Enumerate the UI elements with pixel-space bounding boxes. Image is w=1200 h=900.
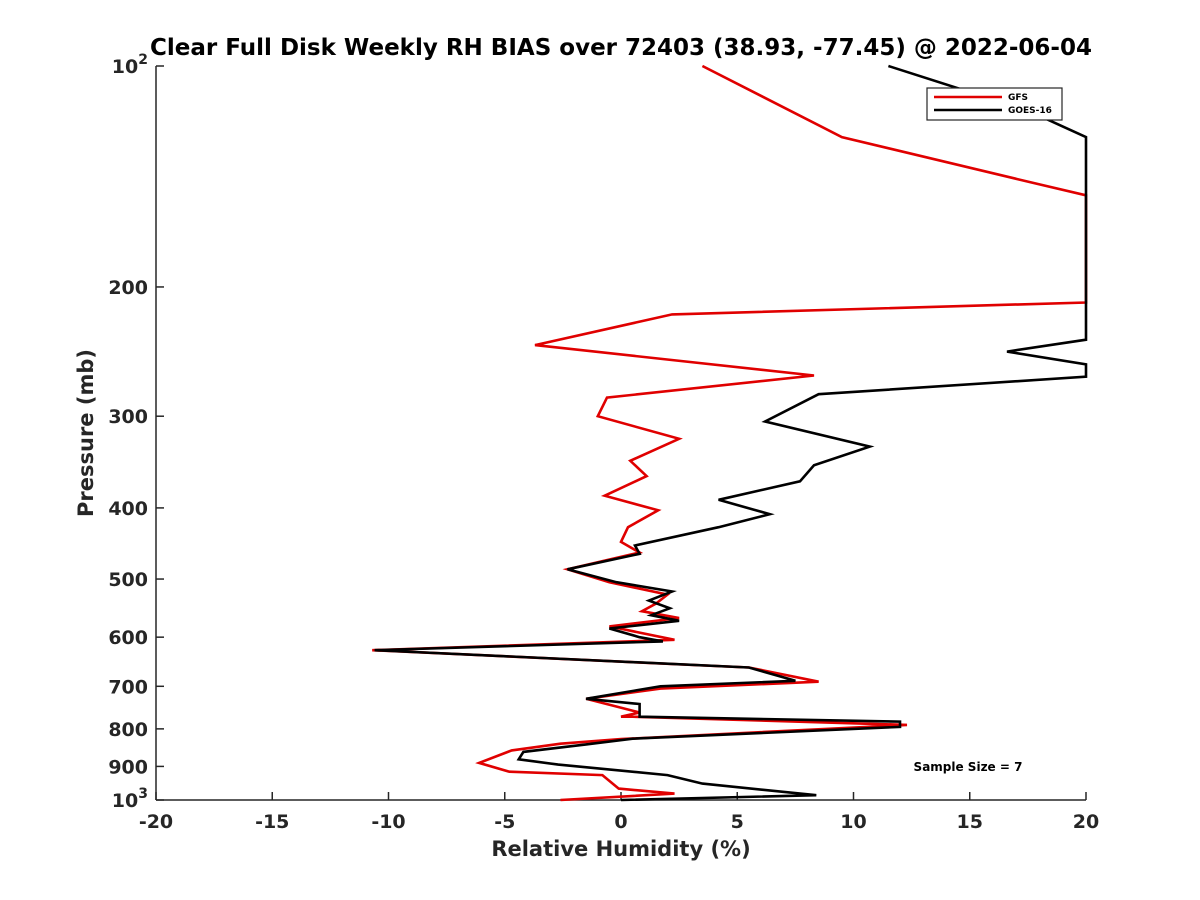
y-tick-label: 400: [108, 498, 148, 520]
x-tick-label: -5: [494, 811, 515, 833]
legend: GFS GOES-16: [926, 87, 1063, 121]
x-tick-label: 0: [614, 811, 627, 833]
x-ticks: -20 -15 -10 -5 0 5 10 15 20: [139, 792, 1099, 833]
series-line-goes-16: [374, 64, 1088, 802]
y-tick-label: 600: [108, 627, 148, 649]
x-axis-label: Relative Humidity (%): [491, 837, 750, 861]
x-tick-label: 10: [840, 811, 866, 833]
sample-size-annotation: Sample Size = 7: [914, 760, 1023, 774]
y-tick-label: 102: [112, 52, 148, 78]
y-tick-label: 500: [108, 569, 148, 591]
y-ticks: 102 200 300 400 500 600 700 800 900 103: [108, 52, 164, 812]
x-tick-label: -20: [139, 811, 173, 833]
y-tick-label: 700: [108, 676, 148, 698]
y-tick-label: 800: [108, 719, 148, 741]
y-tick-label: 300: [108, 406, 148, 428]
legend-label: GOES-16: [1008, 106, 1052, 116]
legend-label: GFS: [1008, 93, 1028, 103]
series-line-gfs: [372, 64, 1088, 802]
legend-box: [926, 87, 1063, 121]
x-tick-label: 15: [957, 811, 983, 833]
y-axis-label: Pressure (mb): [74, 349, 98, 517]
x-tick-label: 5: [731, 811, 744, 833]
y-tick-label: 200: [108, 277, 148, 299]
y-tick-label: 103: [112, 786, 148, 812]
x-tick-label: -15: [255, 811, 289, 833]
chart-title: Clear Full Disk Weekly RH BIAS over 7240…: [150, 35, 1092, 61]
x-tick-label: -10: [371, 811, 405, 833]
y-tick-label: 900: [108, 756, 148, 778]
x-tick-label: 20: [1073, 811, 1099, 833]
series-layer: [372, 64, 1088, 802]
